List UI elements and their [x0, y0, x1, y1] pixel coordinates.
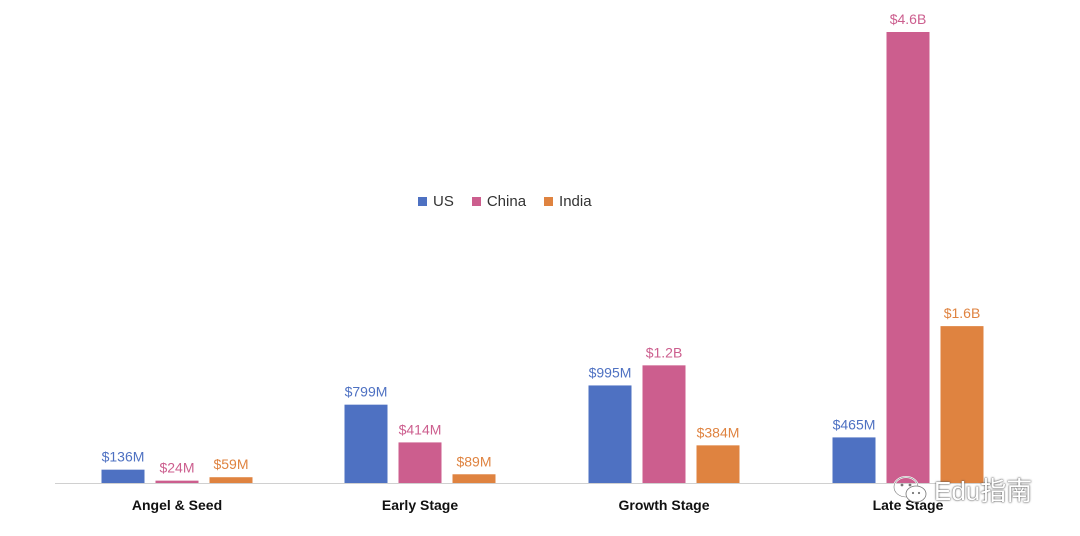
category-label-3: Late Stage — [873, 497, 944, 513]
legend-swatch-india — [544, 197, 554, 206]
data-label-china-0: $24M — [159, 460, 194, 476]
bar-india-3 — [940, 326, 984, 483]
data-label-us-0: $136M — [102, 449, 145, 465]
bar-us-0 — [101, 469, 145, 483]
watermark-text: Edu指南 — [934, 476, 1033, 506]
data-label-us-2: $995M — [589, 364, 632, 380]
data-label-india-0: $59M — [213, 456, 248, 472]
legend: US China India — [418, 193, 592, 210]
bar-india-0 — [209, 477, 253, 483]
bar-us-3 — [832, 437, 876, 483]
bar-china-3 — [886, 32, 930, 483]
legend-label-india: India — [559, 193, 592, 210]
category-label-0: Angel & Seed — [132, 497, 222, 513]
data-label-us-1: $799M — [345, 384, 388, 400]
category-label-1: Early Stage — [382, 497, 458, 513]
data-label-china-2: $1.2B — [646, 344, 683, 360]
bar-china-0 — [155, 480, 199, 483]
bar-us-1 — [344, 404, 388, 483]
legend-swatch-us — [418, 197, 427, 206]
bar-us-2 — [588, 385, 632, 483]
legend-item-india: India — [544, 193, 592, 210]
data-label-india-2: $384M — [697, 424, 740, 440]
wechat-icon — [893, 475, 927, 502]
data-label-china-1: $414M — [399, 421, 442, 437]
watermark: Edu指南 — [892, 471, 1032, 508]
legend-item-us: US — [418, 193, 454, 210]
category-label-2: Growth Stage — [618, 497, 709, 513]
bar-china-2 — [642, 365, 686, 483]
bar-india-1 — [452, 474, 496, 483]
legend-item-china: China — [471, 193, 527, 210]
data-label-india-1: $89M — [456, 453, 491, 469]
data-label-china-3: $4.6B — [890, 11, 927, 27]
bar-india-2 — [696, 445, 740, 483]
legend-label-china: China — [486, 193, 527, 210]
bar-china-1 — [398, 442, 442, 483]
data-label-india-3: $1.6B — [944, 305, 981, 321]
data-label-us-3: $465M — [833, 416, 876, 432]
legend-swatch-china — [471, 197, 481, 206]
legend-label-us: US — [433, 193, 454, 210]
